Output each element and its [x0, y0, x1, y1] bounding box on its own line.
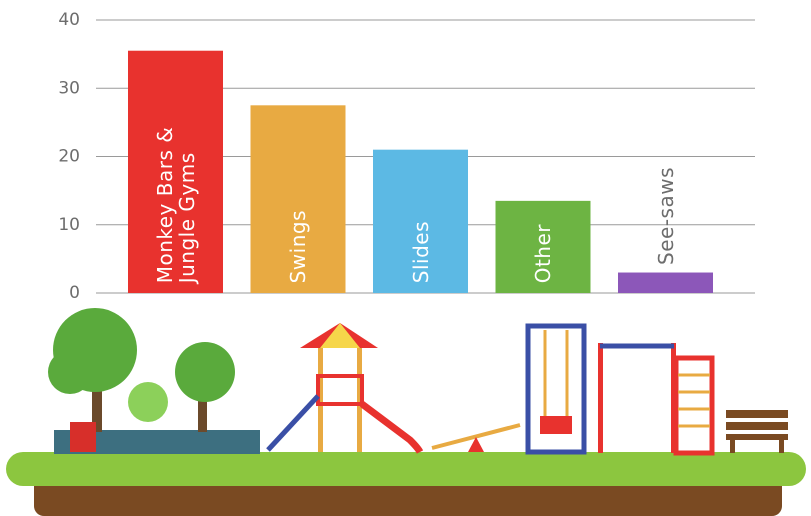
slide	[359, 401, 424, 454]
y-tick-label: 10	[58, 215, 80, 235]
bin	[70, 422, 96, 452]
see-saw	[431, 423, 521, 450]
y-tick-label: 40	[58, 10, 80, 30]
y-tick-label: 0	[69, 283, 80, 303]
playground-scene	[6, 308, 806, 516]
rungs	[678, 373, 710, 428]
category-label-box: Other	[496, 211, 591, 283]
swing-frame	[525, 323, 587, 455]
trunk	[198, 390, 207, 432]
ladder	[266, 394, 320, 452]
railing	[316, 374, 364, 406]
bar	[128, 50, 223, 294]
tree	[48, 350, 92, 394]
see-saw-base	[468, 437, 484, 452]
grass	[6, 452, 806, 486]
roof	[320, 323, 360, 348]
category-label-box: Swings	[251, 115, 346, 283]
bench	[726, 422, 788, 430]
bench	[726, 434, 788, 440]
post	[318, 348, 323, 452]
bench-leg	[730, 440, 735, 453]
category-label-box: Monkey Bars & Jungle Gyms	[128, 61, 223, 283]
bench	[726, 410, 788, 418]
bar	[495, 200, 591, 293]
category-label-box: See-saws	[618, 143, 713, 265]
tree	[175, 342, 235, 402]
bar	[373, 149, 468, 293]
y-tick-label: 30	[58, 78, 80, 98]
bench-leg	[779, 440, 784, 453]
category-label: Monkey Bars & Jungle Gyms	[152, 126, 199, 283]
bush	[128, 382, 168, 422]
category-label: Slides	[408, 220, 433, 283]
category-label: Swings	[286, 209, 310, 283]
bar	[250, 105, 346, 293]
post	[598, 343, 603, 453]
trunk	[92, 380, 102, 432]
post	[357, 348, 362, 452]
bar	[618, 272, 713, 293]
category-label: See-saws	[653, 166, 678, 265]
ladder	[673, 355, 715, 456]
category-label-box: Slides	[373, 160, 468, 283]
swing-seat	[540, 416, 572, 434]
y-tick-label: 20	[58, 147, 80, 167]
category-label: Other	[531, 223, 555, 283]
